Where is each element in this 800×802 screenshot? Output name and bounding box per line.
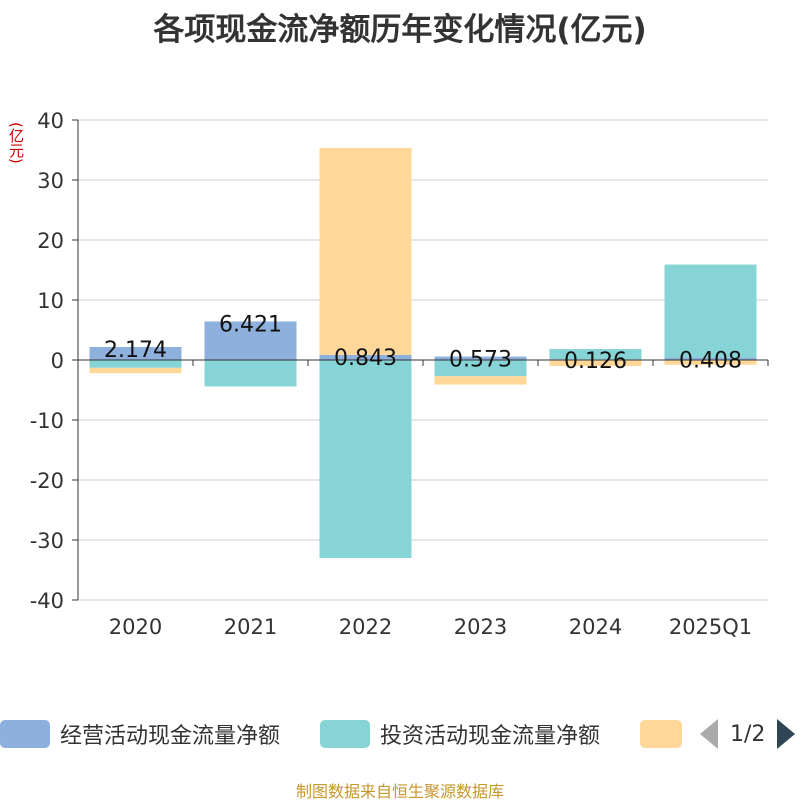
legend-label-operating: 经营活动现金流量净额 bbox=[60, 724, 281, 749]
bar-2023-series-1 bbox=[434, 360, 527, 377]
y-tick-label: 20 bbox=[37, 229, 64, 253]
legend-swatch-operating bbox=[0, 720, 50, 748]
y-tick-label: -10 bbox=[30, 409, 64, 433]
legend-pager: 1/2 bbox=[700, 718, 796, 750]
bar-2025Q1-series-0 bbox=[664, 357, 757, 360]
legend-swatch-financing bbox=[640, 720, 682, 748]
bar-2024-series-1 bbox=[549, 349, 642, 360]
legend-page-indicator: 1/2 bbox=[730, 721, 766, 747]
legend: 经营活动现金流量净额 投资活动现金流量净额 1/2 bbox=[0, 714, 800, 754]
chart-title: 各项现金流净额历年变化情况(亿元) bbox=[153, 12, 647, 48]
bar-2025Q1-series-2 bbox=[664, 360, 757, 365]
x-tick-label-2020: 2020 bbox=[109, 615, 162, 639]
y-axis-unit: (亿元) bbox=[7, 122, 25, 164]
bar-2022-series-0 bbox=[319, 354, 412, 360]
y-tick-label: 40 bbox=[37, 109, 64, 133]
x-tick-label-2025Q1: 2025Q1 bbox=[669, 615, 752, 639]
data-source: 制图数据来自恒生聚源数据库 bbox=[295, 782, 504, 801]
bar-2023-series-2 bbox=[434, 376, 527, 385]
x-tick-label-2022: 2022 bbox=[339, 615, 392, 639]
data-label-2020: 2.174 bbox=[104, 338, 167, 363]
x-tick-label-2021: 2021 bbox=[224, 615, 277, 639]
y-tick-label: -30 bbox=[30, 529, 64, 553]
bar-2023-series-0 bbox=[434, 356, 527, 360]
y-tick-label: 10 bbox=[37, 289, 64, 313]
legend-item-investing[interactable]: 投资活动现金流量净额 bbox=[320, 718, 600, 750]
bar-2020-series-0 bbox=[89, 346, 182, 360]
legend-label-investing: 投资活动现金流量净额 bbox=[380, 724, 601, 749]
bar-2020-series-1 bbox=[89, 360, 182, 368]
y-tick-label: 30 bbox=[37, 169, 64, 193]
bar-2020-series-2 bbox=[89, 367, 182, 374]
y-tick-label: -40 bbox=[30, 589, 64, 613]
bar-2025Q1-series-1 bbox=[664, 264, 757, 358]
bar-2021-series-1 bbox=[204, 360, 297, 387]
bar-2021-series-0 bbox=[204, 321, 297, 360]
x-tick-label-2023: 2023 bbox=[454, 615, 507, 639]
data-label-2025Q1: 0.408 bbox=[679, 349, 742, 374]
legend-swatch-investing bbox=[320, 720, 370, 748]
legend-item-operating[interactable]: 经营活动现金流量净额 bbox=[0, 718, 280, 750]
data-label-2024: 0.126 bbox=[564, 349, 627, 374]
bar-2022-series-2 bbox=[319, 147, 412, 355]
data-label-2022: 0.843 bbox=[334, 346, 397, 371]
data-label-2021: 6.421 bbox=[219, 312, 282, 337]
prev-page-icon[interactable] bbox=[700, 719, 718, 749]
y-tick-label: -20 bbox=[30, 469, 64, 493]
x-tick-label-2024: 2024 bbox=[569, 615, 622, 639]
y-tick-label: 0 bbox=[51, 349, 64, 373]
bar-2022-series-1 bbox=[319, 360, 412, 558]
bar-chart: 40 30 20 10 0 -10 -20 -30 -40 2.174 6.421 0.843 0.57… bbox=[30, 109, 769, 639]
bar-2024-series-2 bbox=[549, 360, 642, 366]
next-page-icon[interactable] bbox=[777, 719, 796, 749]
data-label-2023: 0.573 bbox=[449, 348, 512, 373]
legend-item-financing[interactable] bbox=[640, 718, 682, 750]
